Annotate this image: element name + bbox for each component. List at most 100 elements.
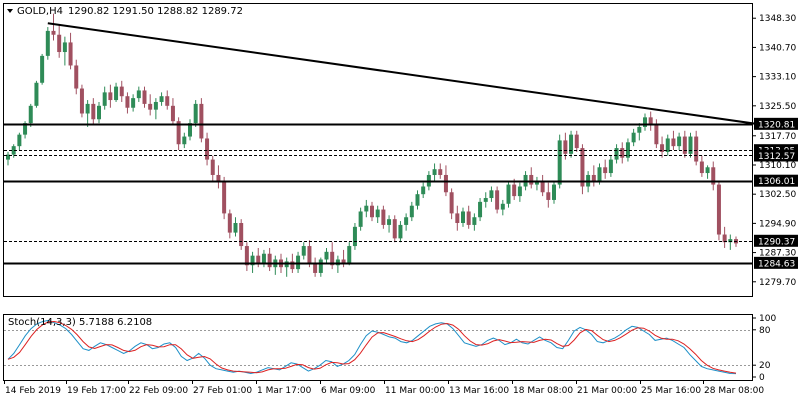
candle-body — [114, 86, 119, 101]
y-tick-label: 1325.50 — [759, 102, 796, 112]
candle-body — [534, 180, 539, 185]
x-tick-label: 18 Mar 08:00 — [513, 386, 573, 396]
candle-body — [500, 203, 505, 210]
candle-body — [125, 96, 130, 108]
candle-body — [608, 159, 613, 174]
candle-body — [512, 184, 517, 197]
ohlc-values: 1290.82 1291.50 1288.82 1289.72 — [68, 6, 243, 17]
candle-body — [643, 117, 647, 127]
candle-body — [677, 136, 682, 147]
y-tick-label: 1302.50 — [759, 190, 796, 200]
candle-body — [222, 180, 227, 214]
candle-body — [159, 96, 164, 102]
candle-body — [495, 190, 500, 210]
candle-body — [324, 251, 329, 260]
y-tick-label: 1294.90 — [759, 219, 796, 229]
candle-body — [506, 184, 511, 204]
candle-body — [330, 251, 335, 266]
candle-body — [728, 239, 733, 243]
candle-body — [85, 103, 90, 114]
candle-body — [694, 136, 699, 162]
candle-body — [580, 148, 585, 187]
candle-body — [688, 136, 693, 154]
candle-body — [682, 136, 687, 154]
candle-body — [68, 42, 73, 66]
candle-body — [489, 190, 494, 199]
candle-body — [199, 103, 204, 139]
candle-body — [250, 255, 255, 266]
candle-body — [51, 30, 56, 35]
candle-body — [165, 96, 170, 106]
candle-body — [409, 205, 414, 218]
candle-body — [705, 167, 710, 174]
candle-body — [665, 138, 670, 152]
candle-body — [591, 174, 596, 181]
y-tick-label: 1340.70 — [759, 43, 796, 53]
candle-body — [239, 223, 244, 247]
level-label-box — [754, 149, 798, 162]
candle-body — [563, 140, 568, 154]
candle-body — [648, 117, 653, 126]
candle-body — [296, 255, 301, 270]
level-price-labels: 1320.811313.951312.571306.011290.371284.… — [754, 117, 798, 269]
candle-body — [540, 180, 545, 193]
candle-body — [290, 261, 295, 270]
candle-body — [483, 198, 488, 202]
candle-body — [620, 148, 625, 158]
candle-body — [370, 205, 374, 218]
candle-body — [443, 174, 448, 193]
candle-body — [352, 226, 357, 247]
candle-body — [267, 253, 272, 268]
candle-body — [17, 134, 22, 147]
stoch-main-line — [7, 319, 737, 375]
candle-body — [233, 223, 238, 233]
x-tick-label: 6 Mar 09:00 — [321, 386, 376, 396]
candle-body — [529, 174, 534, 185]
candle-body — [461, 211, 465, 223]
candle-body — [654, 125, 659, 145]
candle-body — [569, 134, 574, 154]
candle-body — [449, 192, 454, 214]
x-tick-label: 11 Mar 00:00 — [385, 386, 445, 396]
level-label-text: 1320.81 — [758, 120, 795, 130]
candle-body — [256, 255, 261, 264]
trendline — [47, 22, 765, 127]
stoch-axis: 100 80 20 0 — [752, 314, 776, 383]
candle-body — [455, 213, 460, 223]
candle-body — [415, 194, 420, 206]
price-pane-frame — [3, 3, 753, 297]
x-tick-label: 28 Mar 08:00 — [704, 386, 764, 396]
candle-body — [79, 88, 84, 114]
time-axis: 14 Feb 2019 19 Feb 17:00 22 Feb 09:00 27 Fe… — [4, 380, 764, 396]
symbol-timeframe: GOLD,H4 — [17, 6, 63, 17]
candle-body — [11, 146, 16, 155]
candle-body — [102, 92, 107, 106]
candle-body — [227, 213, 232, 233]
stoch-level-lines — [4, 330, 752, 366]
candle-body — [364, 205, 369, 212]
candle-body — [188, 123, 192, 137]
collapse-triangle-icon[interactable] — [7, 9, 13, 13]
candle-body — [404, 217, 409, 225]
candle-body — [244, 246, 249, 266]
stoch-signal-line — [7, 320, 737, 374]
candle-body — [74, 65, 79, 89]
level-label-text: 1312.57 — [758, 152, 795, 162]
candle-body — [97, 105, 101, 120]
candle-body — [313, 263, 318, 273]
candle-body — [671, 138, 676, 147]
x-tick-label: 1 Mar 17:00 — [257, 386, 312, 396]
candle-body — [472, 217, 477, 225]
candle-body — [91, 103, 96, 120]
price-candles — [6, 13, 738, 277]
x-tick-label: 14 Feb 2019 — [5, 386, 61, 396]
y-tick-label: 1279.70 — [759, 278, 796, 288]
x-tick-label: 27 Feb 01:00 — [193, 386, 252, 396]
candle-body — [466, 211, 471, 225]
y-tick-label: 1287.30 — [759, 249, 796, 259]
x-tick-label: 13 Mar 16:00 — [449, 386, 509, 396]
candle-body — [614, 148, 619, 160]
candle-body — [517, 186, 522, 197]
candle-body — [318, 259, 323, 273]
candle-body — [625, 142, 630, 158]
